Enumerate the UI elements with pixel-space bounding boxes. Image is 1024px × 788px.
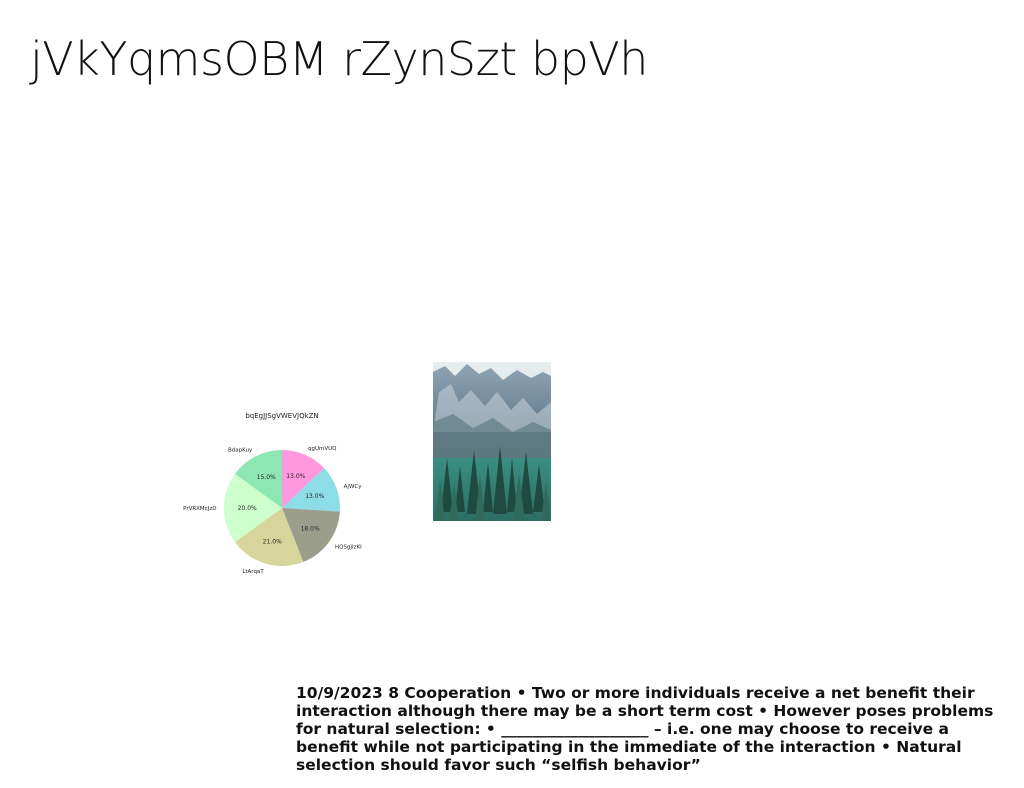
slice-category-label: BdapKuy bbox=[228, 448, 253, 454]
pie-slice bbox=[282, 450, 325, 508]
pie-slice bbox=[282, 508, 340, 562]
slice-value-label: 13.0% bbox=[286, 473, 305, 480]
slice-category-label: qgUmVUQ bbox=[308, 446, 337, 452]
photo-svg bbox=[433, 362, 551, 521]
pie-chart-svg: bqEgJJSgVWEVJQkZN 13.0% qgUmVUQ 13.0% AjWCy… bbox=[183, 412, 363, 575]
mountain-forest-image bbox=[433, 362, 551, 521]
pie-slice bbox=[282, 468, 340, 512]
slide-body-text: 10/9/2023 8 Cooperation • Two or more in… bbox=[296, 684, 994, 774]
pie-slice bbox=[224, 473, 282, 543]
slice-value-label: 21.0% bbox=[263, 538, 282, 545]
slice-category-label: AjWCy bbox=[344, 484, 363, 490]
slice-value-label: 15.0% bbox=[257, 474, 276, 481]
pie-slice bbox=[235, 450, 282, 508]
slice-category-label: LtArqaT bbox=[242, 569, 264, 575]
chart-title: bqEgJJSgVWEVJQkZN bbox=[245, 412, 318, 420]
slice-value-label: 20.0% bbox=[238, 505, 257, 512]
slice-value-label: 13.0% bbox=[305, 493, 324, 500]
slice-value-label: 18.0% bbox=[301, 525, 320, 532]
slice-category-label: PrVRXMcJzD bbox=[183, 506, 216, 512]
pie-chart: bqEgJJSgVWEVJQkZN 13.0% qgUmVUQ 13.0% AjWCy… bbox=[180, 405, 380, 605]
slide-title: jVkYqmsOBM rZynSzt bpVh bbox=[30, 32, 648, 86]
pie-slice bbox=[235, 508, 304, 566]
slice-category-label: HQSgjIzKI bbox=[335, 545, 362, 551]
